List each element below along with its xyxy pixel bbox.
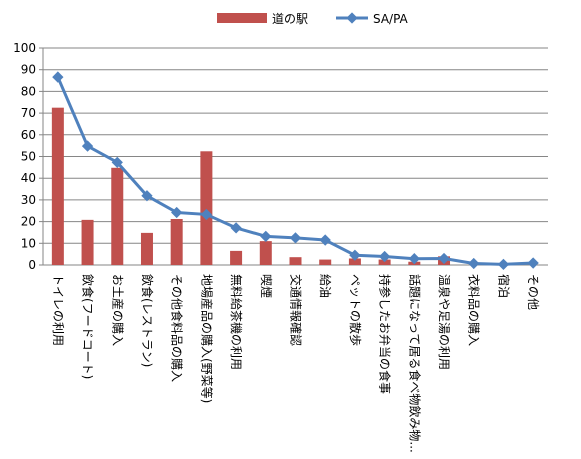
line-series [52,71,539,271]
x-tick-label: その他食料品の購入 [170,274,185,382]
y-tick-label: 50 [21,150,36,164]
line-point [141,190,153,202]
bar [81,219,94,265]
bar [378,259,391,265]
bar [259,241,272,265]
y-tick-label: 30 [21,193,36,207]
line-point [52,71,64,83]
x-tick-label: その他 [526,274,540,310]
line-point [230,222,242,234]
bar-series [51,107,451,265]
y-tick-label: 70 [21,106,36,120]
x-tick-label: 無料給茶機の利用 [229,274,244,370]
y-tick-label: 40 [21,171,36,185]
x-tick-label: 交通情報確認 [289,274,304,346]
bar [170,218,183,265]
legend-label-sapa: SA/PA [373,12,409,26]
x-tick-label: 衣料品の購入 [467,274,482,346]
x-tick-label: 持参したお弁当の食事 [378,274,393,394]
x-tick-label: トイレの利用 [51,274,65,346]
bar [289,257,302,265]
line-point [468,257,480,270]
line-point [527,257,539,269]
x-tick-label: 飲食(フードコート) [81,274,96,379]
y-tick-label: 90 [21,63,36,77]
bar [200,151,213,265]
line-point [200,208,213,221]
bar [51,107,64,265]
y-tick-label: 0 [28,258,36,272]
x-tick-label: 地場産品の購入(野菜等) [199,274,214,403]
line-point [497,258,510,271]
x-tick-label: お土産の購入 [110,274,125,346]
line-point [260,230,272,243]
line-point [349,249,361,261]
x-axis: トイレの利用 飲食(フードコート) お土産の購入 飲食(レストラン) その他食料品の購入… [51,274,540,453]
x-tick-label: ペットの散歩 [348,274,363,346]
y-axis: 0 10 20 30 40 50 60 70 80 90 100 [13,41,44,272]
bar [348,258,361,265]
legend-swatch-michinoeki [217,13,267,23]
bar [140,232,153,265]
line-point [319,234,331,246]
y-tick-label: 60 [21,128,36,142]
line-point [171,206,183,219]
gridlines [43,47,548,266]
legend-marker-sapa [346,12,358,24]
bar [111,167,124,265]
legend: 道の駅 SA/PA [217,12,409,26]
legend-label-michinoeki: 道の駅 [272,12,308,26]
y-tick-label: 100 [13,41,36,55]
x-tick-label: 飲食(レストラン) [140,274,155,367]
x-tick-label: 温泉や足湯の利用 [437,274,451,370]
bar [230,250,243,265]
line-point [289,232,302,244]
x-tick-label: 給油 [318,274,332,298]
y-tick-label: 10 [21,236,36,250]
y-tick-label: 80 [21,84,36,98]
line-point [408,253,420,265]
line-point [81,140,94,152]
x-tick-label: 話題になって居る食べ物飲み物... [407,274,422,453]
bar [319,259,332,265]
x-tick-label: 宿泊 [496,274,511,298]
y-tick-label: 20 [21,215,36,229]
x-tick-label: 喫煙 [259,274,273,298]
